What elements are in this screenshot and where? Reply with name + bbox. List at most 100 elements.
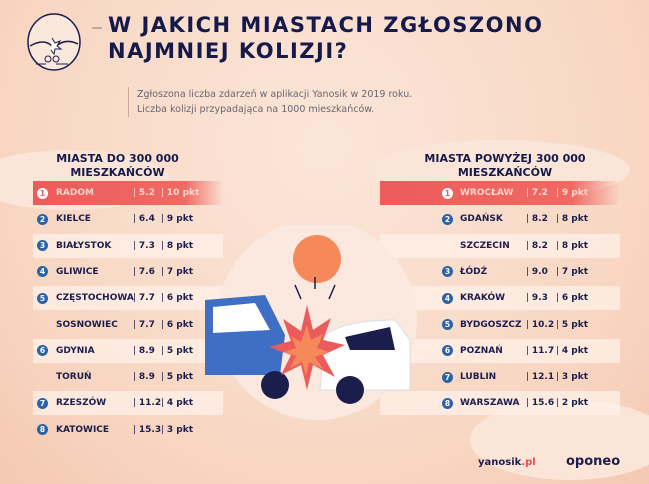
collision-emblem-icon <box>27 13 81 71</box>
collision-rate: 7.7 <box>133 320 155 330</box>
title-line: NAJMNIEJ KOLIZJI? <box>108 39 349 63</box>
heading-line: MIASTA DO 300 000 <box>56 152 179 165</box>
rank-badge: 4 <box>37 266 48 278</box>
right-table-heading: MIASTA POWYŻEJ 300 000 MIESZKAŃCÓW <box>410 152 600 180</box>
points: 8 pkt <box>161 241 193 251</box>
city-name: POZNAŃ <box>460 345 503 356</box>
city-name: SOSNOWIEC <box>56 319 118 330</box>
table-row: 8 KATOWICE 15.33 pkt <box>33 418 223 442</box>
points: 8 pkt <box>556 214 588 224</box>
left-table-heading: MIASTA DO 300 000 MIESZKAŃCÓW <box>30 152 205 180</box>
page-title: W JAKICH MIASTACH ZGŁOSZONO NAJMNIEJ KOL… <box>108 12 543 64</box>
table-row: TORUŃ 8.9 5 pkt <box>33 365 223 389</box>
points: 7 pkt <box>161 267 193 277</box>
rank-badge: 8 <box>37 424 48 436</box>
car-collision-illustration <box>205 225 417 420</box>
city-name: BYDGOSZCZ <box>460 319 522 330</box>
table-row: 1 RADOM 5.2 10 pkt <box>33 181 223 205</box>
collision-rate: 6.4 <box>133 214 155 224</box>
table-row: SOSNOWIEC 7.7 6 pkt <box>33 313 223 337</box>
heading-line: MIESZKAŃCÓW <box>457 166 553 179</box>
city-name: WROCŁAW <box>460 188 514 198</box>
city-name: ŁÓDŹ <box>460 266 488 277</box>
collision-rate: 8.9 <box>133 372 155 382</box>
table-row: 3 BIAŁYSTOK 7.3 8 pkt <box>33 233 223 258</box>
points: 6 pkt <box>161 293 193 303</box>
collision-rate: 7.7 <box>133 293 155 303</box>
points: 2 pkt <box>556 398 588 408</box>
collision-rate: 7.3 <box>133 241 155 251</box>
city-name: RADOM <box>56 188 94 198</box>
city-name: GLIWICE <box>56 266 99 277</box>
table-row: SZCZECIN 8.2 8 pkt <box>380 233 620 258</box>
city-name: GDYNIA <box>56 345 95 356</box>
city-name: LUBLIN <box>460 372 497 383</box>
collision-rate: 12.1 <box>526 372 554 382</box>
points: 4 pkt <box>161 398 193 408</box>
points: 6 pkt <box>161 320 193 330</box>
rank-badge: 6 <box>442 345 453 357</box>
yanosik-logo-tld: .pl <box>521 457 536 468</box>
table-row: 2 GDAŃSK 8.2 8 pkt <box>380 207 620 231</box>
city-name: RZESZÓW <box>56 398 107 409</box>
rank-badge: 8 <box>442 397 453 409</box>
points: 5 pkt <box>556 320 588 330</box>
city-name: WARSZAWA <box>460 398 520 409</box>
title-dash <box>92 27 102 29</box>
rank-badge: 1 <box>442 187 453 199</box>
points: 5 pkt <box>161 372 193 382</box>
collision-rate: 8.2 <box>526 241 548 251</box>
city-name: KRAKÓW <box>460 293 506 304</box>
city-name: KIELCE <box>56 214 91 225</box>
city-name: TORUŃ <box>56 372 92 383</box>
points: 9 pkt <box>161 214 193 224</box>
subtitle: Zgłoszona liczba zdarzeń w aplikacji Yan… <box>128 87 412 117</box>
collision-rate: 11.7 <box>526 346 554 356</box>
collision-rate: 11.2 <box>133 398 161 408</box>
title-line: W JAKICH MIASTACH ZGŁOSZONO <box>108 13 544 37</box>
rank-badge: 3 <box>37 240 48 252</box>
rank-badge: 7 <box>37 397 48 409</box>
table-row: 1 WROCŁAW 7.2 9 pkt <box>380 181 620 205</box>
table-row: 6 GDYNIA 8.9 5 pkt <box>33 338 223 363</box>
yanosik-logo-text: yanosik <box>478 457 522 468</box>
city-name: GDAŃSK <box>460 214 503 225</box>
table-row: 4 KRAKÓW 9.3 6 pkt <box>380 286 620 311</box>
collision-rate: 15.3 <box>133 425 161 435</box>
points: 7 pkt <box>556 267 588 277</box>
points: 4 pkt <box>556 346 588 356</box>
table-row: 5 CZĘSTOCHOWA7.7 6 pkt <box>33 286 223 311</box>
city-name: KATOWICE <box>56 424 110 435</box>
rank-badge: 1 <box>37 187 48 199</box>
collision-rate: 7.2 <box>526 188 548 198</box>
rank-badge: 6 <box>37 345 48 357</box>
collision-rate: 9.3 <box>526 293 548 303</box>
points: 3 pkt <box>556 372 588 382</box>
city-name: CZĘSTOCHOWA <box>56 293 134 304</box>
yanosik-logo: yanosik.pl <box>478 457 536 468</box>
heading-line: MIESZKAŃCÓW <box>70 166 165 179</box>
collision-rate: 8.9 <box>133 346 155 356</box>
table-row: 6 POZNAŃ 11.74 pkt <box>380 338 620 363</box>
rank-badge: 2 <box>37 213 48 225</box>
rank-badge: 5 <box>37 292 48 304</box>
rank-badge: 5 <box>442 319 453 330</box>
points: 9 pkt <box>556 188 588 198</box>
points: 8 pkt <box>556 241 588 251</box>
subtitle-line: Zgłoszona liczba zdarzeń w aplikacji Yan… <box>137 89 413 100</box>
collision-rate: 9.0 <box>526 267 548 277</box>
oponeo-logo: oponeo <box>566 454 621 469</box>
heading-line: MIASTA POWYŻEJ 300 000 <box>424 152 586 165</box>
table-row: 4 GLIWICE 7.6 7 pkt <box>33 260 223 284</box>
table-row: 3 ŁÓDŹ 9.0 7 pkt <box>380 260 620 284</box>
table-row: 8 WARSZAWA 15.62 pkt <box>380 391 620 416</box>
rank-badge: 4 <box>442 292 453 304</box>
collision-rate: 5.2 <box>133 188 155 198</box>
city-name: SZCZECIN <box>460 240 510 251</box>
subtitle-line: Liczba kolizji przypadająca na 1000 mies… <box>137 104 375 115</box>
table-row: 7 RZESZÓW 11.24 pkt <box>33 391 223 416</box>
table-row: 5 BYDGOSZCZ 10.25 pkt <box>380 313 620 337</box>
city-name: BIAŁYSTOK <box>56 240 112 251</box>
points: 5 pkt <box>161 346 193 356</box>
table-row: 2 KIELCE 6.4 9 pkt <box>33 207 223 231</box>
